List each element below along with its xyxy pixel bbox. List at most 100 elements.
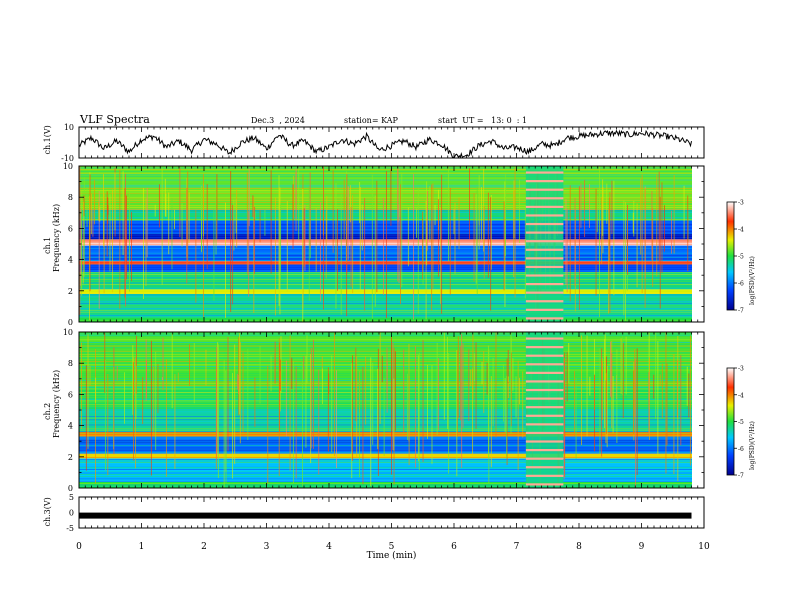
ch1-spectrogram-sferic [476, 185, 478, 295]
ch1-spectrogram-sferic [431, 184, 433, 311]
ch1-spectrogram-sferic [171, 197, 173, 270]
ch2-spectrogram-colorbar-tick-label: -3 [738, 366, 744, 373]
ch1-spectrogram-sferic [80, 209, 82, 289]
ch1-spectrogram-sferic [349, 185, 351, 223]
ch1-spectrogram-colorbar-tick-label: -7 [738, 308, 744, 315]
ch2-spectrogram-sferic [468, 349, 470, 422]
ch2-spectrogram-colorbar-tick-label: -4 [738, 392, 744, 399]
ch2-spectrogram-sferic [611, 352, 613, 398]
ch1-spectrogram-line [79, 227, 692, 229]
ch2-spectrogram-sferic [574, 371, 575, 437]
ch1-spectrogram-sferic [518, 179, 520, 244]
ch2-spectrogram-line [79, 369, 692, 371]
ch1-spectrogram-sferic [625, 201, 626, 321]
ch2-spectrogram-line [79, 467, 692, 469]
ch2-spectrogram-line [79, 433, 692, 434]
ch1-spectrogram-sferic [295, 171, 297, 231]
ch2-spectrogram-sferic [302, 361, 304, 487]
ch2-spectrogram-colorbar-tick-label: -5 [738, 419, 744, 426]
ch1-spectrogram-line [79, 270, 692, 272]
ch1-spectrogram-burst-line [525, 283, 564, 286]
ch1-spectrogram-line [79, 258, 692, 260]
ch1-spectrogram-sferic [79, 166, 81, 315]
ch2-spectrogram-line [79, 472, 692, 474]
ch2-spectrogram-sferic [379, 332, 381, 424]
ch1-spectrogram-line [79, 287, 692, 289]
ch1-spectrogram-line [79, 311, 692, 313]
ch2-spectrogram-line [79, 405, 692, 407]
ch2-spectrogram-line [79, 400, 692, 402]
ch1-spectrogram-sferic [422, 210, 424, 285]
ch1-spectrogram-burst-line [525, 231, 564, 234]
ch2-spectrogram-sferic [135, 365, 137, 420]
ch1-spectrogram-sferic [114, 172, 116, 231]
ch1-spectrogram-sferic [326, 196, 328, 240]
ch1-spectrogram-colorbar-tick-label: -3 [738, 200, 744, 207]
ch1-spectrogram-sferic [574, 197, 576, 287]
ch1-spectrogram-line [79, 172, 692, 174]
ch2-spectrogram-line [79, 386, 692, 388]
x-tick-label: 5 [389, 542, 395, 552]
ch1-spectrogram-sferic [429, 186, 431, 242]
ch1-spectrogram-line [79, 195, 692, 196]
ch2-spectrogram-line [79, 409, 692, 410]
ch1-spectrogram-sferic [89, 195, 90, 321]
ch1-spectrogram-sferic [608, 209, 610, 314]
ch1-spectrogram-sferic [458, 197, 460, 250]
ch1-spectrogram-sferic [83, 177, 85, 277]
station-label: station= KAP [344, 116, 398, 125]
ch1-spectrogram-sferic [188, 192, 190, 244]
ch2-spectrogram-sferic [616, 349, 618, 443]
ch1-spectrogram-burst-line [525, 222, 564, 226]
ch1-spectrogram-line [79, 229, 692, 231]
ch1-spectrogram-line [79, 231, 692, 232]
ch2-spectrogram-line [79, 438, 692, 439]
ch2-spectrogram-sferic [216, 346, 218, 460]
ch2-spectrogram-sferic [95, 349, 96, 484]
ch2-spectrogram-sferic [517, 360, 519, 470]
ch2-spectrogram-sferic [606, 356, 607, 434]
ch2-spectrogram-line [79, 465, 692, 467]
x-tick-label: 4 [326, 542, 332, 552]
ch2-spectrogram-sferic [321, 356, 323, 380]
ch1-spectrogram-line [79, 217, 692, 219]
ch1-spectrogram-sferic [613, 180, 615, 296]
ch1-spectrogram-sferic [346, 174, 348, 274]
ch3-ytick-label: 5 [69, 493, 74, 502]
ch2-spectrogram-sferic [104, 333, 106, 393]
ch1-spectrogram-line [79, 304, 692, 306]
ch1-spectrogram-line [79, 313, 692, 315]
ch1-spectrogram-line [79, 317, 692, 318]
ch1-spectrogram-sferic [487, 192, 489, 278]
ch2-spectrogram-sferic [150, 340, 152, 476]
ch1-spectrogram-sferic [413, 174, 415, 320]
ch1-spectrogram-sferic [361, 204, 363, 251]
ch1-spectrogram-sferic [416, 208, 417, 238]
ch1-spectrogram-sferic [322, 210, 324, 236]
ch1-spectrogram-line [79, 243, 692, 244]
ch1-spectrogram-sferic [449, 188, 451, 295]
ch2-spectrogram-line [79, 476, 692, 477]
ch2-spectrogram-sferic [599, 348, 601, 454]
ch2-spectrogram-sferic [673, 354, 675, 475]
ch2-spectrogram-sferic [171, 333, 173, 409]
ch2-spectrogram-sferic [279, 359, 281, 392]
start-time-label: start UT = 13: 0 : 1 [438, 116, 528, 125]
ch2-spectrogram-sferic [487, 345, 489, 458]
ch2-spectrogram-sferic [291, 357, 293, 389]
ch1-spectrogram-line [79, 176, 692, 177]
ch2-spectrogram-burst-line [525, 483, 564, 486]
ch1-spectrogram-sferic [92, 209, 94, 237]
x-tick-label: 9 [639, 542, 645, 552]
ch1-spectrogram-sferic [146, 187, 148, 258]
ch1-spectrogram-line [79, 212, 692, 213]
ch2-spectrogram-line [79, 356, 692, 357]
ch2-spectrogram-line [79, 452, 692, 453]
ch2-spectrogram-line [79, 436, 692, 438]
ch2-spectrogram-line [79, 455, 692, 457]
ch2-spectrogram-line [79, 338, 692, 340]
ch1-spectrogram-sferic [611, 180, 613, 234]
ch2-spectrogram-line [79, 428, 692, 429]
ch1-spectrogram-line [79, 294, 692, 296]
ch1-spectrogram-colorbar-tick-label: -6 [738, 281, 744, 288]
